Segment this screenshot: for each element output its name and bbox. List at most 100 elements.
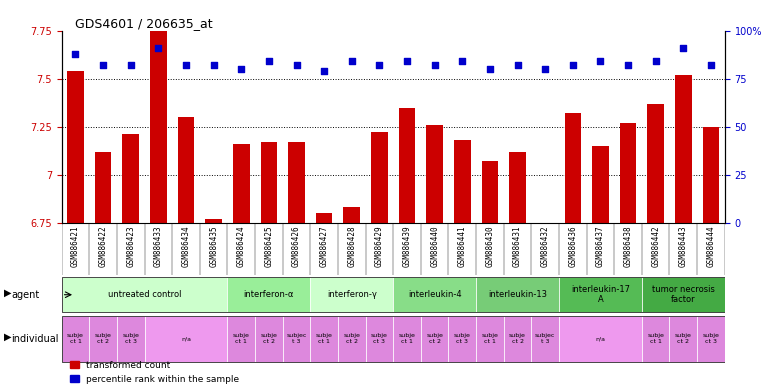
Bar <box>393 316 421 362</box>
Bar <box>67 71 84 223</box>
Point <box>345 58 358 65</box>
Text: ▶: ▶ <box>4 331 12 341</box>
Text: interferon-α: interferon-α <box>244 290 294 299</box>
Point <box>235 66 247 72</box>
Text: subje
ct 2: subje ct 2 <box>343 333 360 344</box>
Bar <box>338 316 365 362</box>
Text: agent: agent <box>12 290 40 300</box>
Bar <box>531 316 559 362</box>
Text: interleukin-4: interleukin-4 <box>408 290 462 299</box>
Point <box>401 58 413 65</box>
Point <box>705 62 717 68</box>
Text: subje
ct 1: subje ct 1 <box>315 333 332 344</box>
Point <box>511 62 524 68</box>
Text: GSM886424: GSM886424 <box>237 225 246 267</box>
Text: subjec
t 3: subjec t 3 <box>286 333 307 344</box>
Text: GSM886434: GSM886434 <box>181 225 190 267</box>
Bar <box>702 127 719 223</box>
FancyBboxPatch shape <box>476 277 559 312</box>
Text: untreated control: untreated control <box>108 290 181 299</box>
Bar <box>620 123 636 223</box>
Text: GSM886425: GSM886425 <box>264 225 274 267</box>
Point <box>483 66 496 72</box>
Text: GSM886441: GSM886441 <box>458 225 466 267</box>
Point <box>291 62 303 68</box>
Text: GSM886422: GSM886422 <box>99 225 108 267</box>
Bar <box>476 316 503 362</box>
Text: n/a: n/a <box>181 336 191 341</box>
Bar <box>641 316 669 362</box>
FancyBboxPatch shape <box>62 277 227 312</box>
Text: subjec
t 3: subjec t 3 <box>535 333 555 344</box>
Text: GSM886443: GSM886443 <box>678 225 688 267</box>
Bar <box>399 108 416 223</box>
Legend: transformed count, percentile rank within the sample: transformed count, percentile rank withi… <box>66 358 243 384</box>
Text: interleukin-13: interleukin-13 <box>488 290 547 299</box>
Text: tumor necrosis
factor: tumor necrosis factor <box>651 285 715 305</box>
Text: subje
ct 1: subje ct 1 <box>67 333 84 344</box>
Text: GSM886444: GSM886444 <box>706 225 715 267</box>
Text: GSM886436: GSM886436 <box>568 225 577 267</box>
Bar <box>559 316 641 362</box>
Text: subje
ct 3: subje ct 3 <box>371 333 388 344</box>
Bar <box>421 316 449 362</box>
Text: individual: individual <box>12 334 59 344</box>
Text: ▶: ▶ <box>4 288 12 298</box>
Bar <box>449 316 476 362</box>
Text: GSM886442: GSM886442 <box>651 225 660 267</box>
Bar <box>261 142 278 223</box>
Text: GSM886429: GSM886429 <box>375 225 384 267</box>
Text: interleukin-17
A: interleukin-17 A <box>571 285 630 305</box>
Bar <box>365 316 393 362</box>
Point <box>180 62 192 68</box>
Text: GSM886427: GSM886427 <box>320 225 328 267</box>
FancyBboxPatch shape <box>641 277 725 312</box>
FancyBboxPatch shape <box>227 277 310 312</box>
Text: GSM886421: GSM886421 <box>71 225 80 267</box>
Bar <box>283 316 310 362</box>
Bar <box>150 27 167 223</box>
Bar <box>227 316 255 362</box>
FancyBboxPatch shape <box>393 277 476 312</box>
Point <box>207 62 220 68</box>
Text: subje
ct 1: subje ct 1 <box>233 333 250 344</box>
Text: subje
ct 3: subje ct 3 <box>702 333 719 344</box>
Text: GDS4601 / 206635_at: GDS4601 / 206635_at <box>75 17 213 30</box>
Bar <box>344 207 360 223</box>
Point <box>69 51 82 57</box>
Point <box>539 66 551 72</box>
Bar <box>482 161 498 223</box>
Point <box>318 68 330 74</box>
Text: GSM886431: GSM886431 <box>513 225 522 267</box>
FancyBboxPatch shape <box>310 277 393 312</box>
Text: subje
ct 2: subje ct 2 <box>95 333 112 344</box>
Text: subje
ct 2: subje ct 2 <box>426 333 443 344</box>
Point <box>567 62 579 68</box>
Point <box>594 58 607 65</box>
Bar <box>95 152 111 223</box>
Bar <box>145 316 227 362</box>
Text: GSM886440: GSM886440 <box>430 225 439 267</box>
Point <box>152 45 164 51</box>
Bar <box>89 316 117 362</box>
Text: subje
ct 3: subje ct 3 <box>454 333 471 344</box>
Text: subje
ct 1: subje ct 1 <box>399 333 416 344</box>
Text: subje
ct 1: subje ct 1 <box>481 333 498 344</box>
Bar <box>177 117 194 223</box>
FancyBboxPatch shape <box>559 277 641 312</box>
Point <box>649 58 662 65</box>
Point <box>622 62 635 68</box>
Text: subje
ct 2: subje ct 2 <box>675 333 692 344</box>
Bar <box>123 134 139 223</box>
Text: GSM886430: GSM886430 <box>486 225 494 267</box>
Bar <box>592 146 608 223</box>
Bar <box>454 140 470 223</box>
Bar <box>564 113 581 223</box>
Bar <box>503 316 531 362</box>
Text: n/a: n/a <box>595 336 605 341</box>
Text: GSM886437: GSM886437 <box>596 225 605 267</box>
Point <box>677 45 689 51</box>
Text: interferon-γ: interferon-γ <box>327 290 377 299</box>
Point <box>429 62 441 68</box>
Bar <box>509 152 526 223</box>
